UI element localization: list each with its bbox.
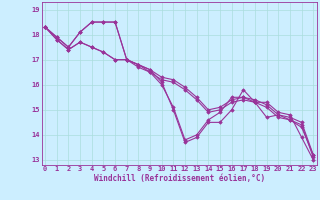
X-axis label: Windchill (Refroidissement éolien,°C): Windchill (Refroidissement éolien,°C) [94,174,265,183]
